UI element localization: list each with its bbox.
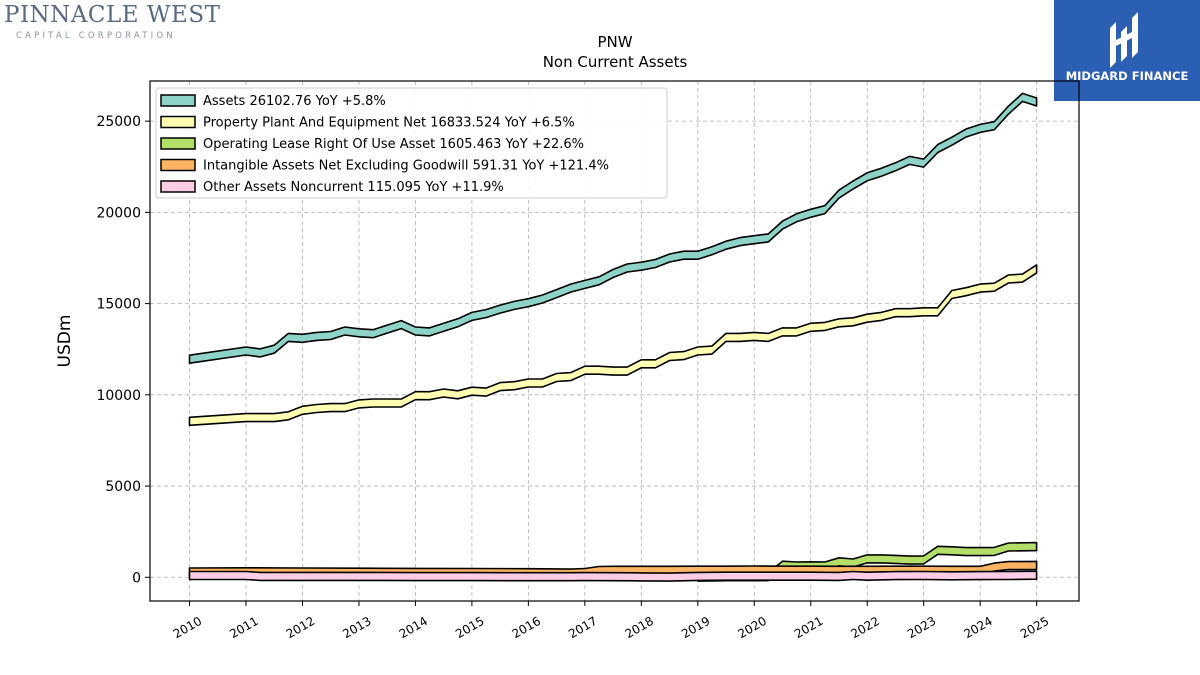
y-tick-label: 15000 [96,297,141,313]
x-tick-label: 2016 [510,614,543,641]
legend-label: Assets 26102.76 YoY +5.8% [203,94,386,109]
company-logo-tagline: CAPITAL CORPORATION [16,31,176,41]
legend-box [155,87,668,199]
x-tick-label: 2023 [905,614,938,641]
x-tick-label: 2012 [284,614,317,641]
y-tick-label: 0 [132,570,141,586]
x-tick-label: 2021 [792,614,825,641]
x-tick-label: 2013 [340,614,373,641]
y-tick-label: 25000 [96,114,141,130]
y-axis-label: USDm [55,315,75,368]
plot-frame [149,80,1080,602]
brand-name: MIDGARD FINANCE [1065,69,1189,83]
x-tick-label: 2011 [227,614,260,641]
chart-subtitle: Non Current Assets [542,53,688,71]
x-tick-label: 2019 [679,614,712,641]
x-tick-label: 2020 [736,614,769,641]
legend-label: Property Plant And Equipment Net 16833.5… [203,116,575,131]
legend-swatch [160,115,196,129]
legend-swatch [160,158,196,172]
series-band [188,92,1038,365]
x-tick-label: 2024 [961,614,994,641]
legend-label: Other Assets Noncurrent 115.095 YoY +11.… [203,180,504,195]
y-tick-label: 20000 [96,205,141,221]
legend-swatch [160,180,196,193]
legend-swatch [160,94,196,107]
x-tick-label: 2018 [623,614,656,641]
legend-label: Intangible Assets Net Excluding Goodwill… [203,159,609,174]
x-tick-label: 2017 [566,614,599,641]
company-logo-name: PINNACLE WEST [4,2,221,28]
x-tick-label: 2014 [397,614,430,641]
legend: Assets 26102.76 YoY +5.8% Property Plant … [155,87,668,199]
x-tick-label: 2015 [453,614,486,641]
x-tick-label: 2022 [848,614,881,641]
legend-swatch [160,137,196,150]
y-tick-label: 10000 [96,388,141,404]
company-logo: PINNACLE WEST CAPITAL CORPORATION [4,2,220,44]
chart-title: PNW [597,33,633,51]
x-tick-label: 2025 [1018,614,1051,641]
series-band [188,264,1038,427]
brand-badge: MIDGARD FINANCE [1054,0,1200,101]
legend-label: Operating Lease Right Of Use Asset 1605.… [203,137,584,152]
brand-mark-icon [1110,12,1138,68]
series-layer [188,92,1038,582]
series-band [188,570,1038,582]
y-tick-label: 5000 [105,479,141,495]
x-tick-label: 2010 [171,614,204,641]
